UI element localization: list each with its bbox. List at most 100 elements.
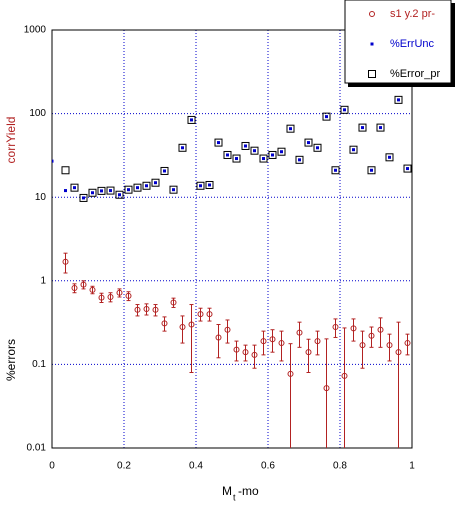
point xyxy=(388,155,391,159)
point xyxy=(197,311,204,318)
point xyxy=(376,123,385,132)
point xyxy=(358,123,367,132)
point xyxy=(323,385,330,392)
x-axis-label-rest: -mo xyxy=(238,484,259,498)
point xyxy=(178,143,187,152)
point xyxy=(367,166,376,175)
point xyxy=(262,157,265,161)
point xyxy=(322,112,331,121)
point xyxy=(217,141,220,145)
point xyxy=(142,181,151,190)
point xyxy=(395,349,402,356)
point xyxy=(160,166,169,175)
point xyxy=(100,189,103,193)
point xyxy=(269,336,276,343)
point xyxy=(73,186,76,190)
point xyxy=(377,326,384,333)
point xyxy=(280,150,283,154)
point xyxy=(331,166,340,175)
point xyxy=(349,145,358,154)
y-tick-label: 100 xyxy=(29,108,46,119)
point xyxy=(107,294,114,301)
plot-frame xyxy=(51,29,413,449)
point xyxy=(226,153,229,157)
point xyxy=(397,98,400,102)
x-tick-label: 0.2 xyxy=(117,461,131,472)
point xyxy=(223,150,232,159)
point xyxy=(196,181,205,190)
point xyxy=(359,342,366,349)
point xyxy=(340,105,349,114)
point xyxy=(214,138,223,147)
y-tick-label: 1 xyxy=(40,275,46,286)
point xyxy=(61,166,70,175)
point xyxy=(370,168,373,172)
point xyxy=(151,178,160,187)
point xyxy=(205,180,214,189)
point xyxy=(134,306,141,313)
point xyxy=(133,183,142,192)
point xyxy=(80,281,87,288)
point xyxy=(352,148,355,152)
x-tick-label: 1 xyxy=(409,461,415,472)
point xyxy=(295,155,304,164)
point xyxy=(206,311,213,318)
point xyxy=(145,184,148,188)
point xyxy=(169,185,178,194)
point xyxy=(79,193,88,202)
point xyxy=(253,149,256,153)
point xyxy=(208,183,211,187)
point xyxy=(199,184,202,188)
point xyxy=(64,189,67,193)
point xyxy=(260,338,267,345)
point xyxy=(163,169,166,173)
point xyxy=(305,349,312,356)
y-axis-label-bottom: %errors xyxy=(4,339,18,381)
point xyxy=(52,159,54,163)
point xyxy=(233,346,240,353)
point xyxy=(224,326,231,333)
plot-area xyxy=(52,95,412,448)
point xyxy=(379,126,382,130)
legend-box xyxy=(344,0,452,84)
point xyxy=(188,321,195,328)
point xyxy=(386,342,393,349)
point xyxy=(116,289,123,296)
point xyxy=(277,147,286,156)
point xyxy=(403,164,412,173)
point xyxy=(62,258,69,265)
point xyxy=(370,42,374,46)
point xyxy=(106,186,115,195)
legend-label: s1 y.2 pr- xyxy=(390,8,435,20)
point xyxy=(125,292,132,299)
y-tick-label: 1000 xyxy=(24,25,47,36)
x-axis-label-sub: t xyxy=(233,492,236,502)
point xyxy=(361,126,364,130)
point xyxy=(268,150,277,159)
point xyxy=(82,196,85,200)
point xyxy=(161,320,168,327)
point xyxy=(235,157,238,161)
point xyxy=(241,141,250,150)
point xyxy=(368,70,376,78)
point xyxy=(316,146,319,150)
point xyxy=(278,340,285,347)
point xyxy=(127,188,130,192)
point xyxy=(325,115,328,119)
point xyxy=(350,325,357,332)
point xyxy=(334,168,337,172)
point xyxy=(70,183,79,192)
y-tick-label: 0.1 xyxy=(32,359,46,370)
point xyxy=(136,186,139,190)
point xyxy=(314,338,321,345)
point xyxy=(394,95,403,104)
x-tick-label: 0.4 xyxy=(189,461,203,472)
point xyxy=(259,154,268,163)
point xyxy=(406,167,409,171)
point xyxy=(385,153,394,162)
point xyxy=(289,127,292,131)
point xyxy=(369,11,375,17)
legend-label: %Error_pr xyxy=(390,68,440,80)
point xyxy=(118,193,121,197)
